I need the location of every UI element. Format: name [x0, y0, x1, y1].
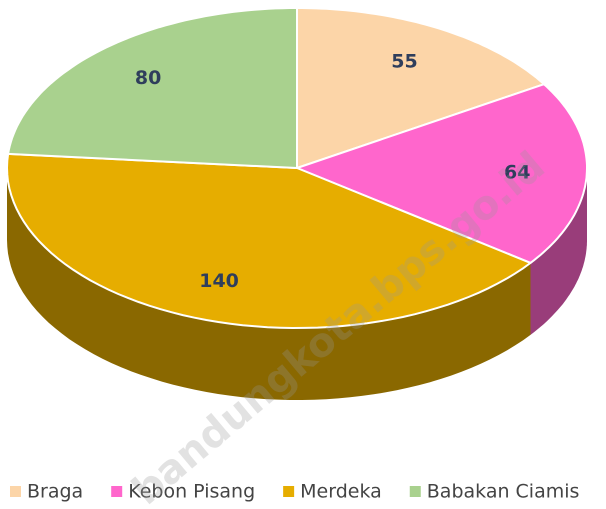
- legend-label: Merdeka: [300, 481, 382, 503]
- data-label: 80: [135, 67, 161, 89]
- slice-side: [530, 168, 587, 335]
- legend-swatch: [409, 486, 421, 497]
- data-label: 140: [199, 270, 239, 292]
- slice: [5, 152, 533, 330]
- slice: [294, 83, 588, 265]
- slice-side: [7, 168, 531, 400]
- legend-label: Kebon Pisang: [128, 481, 255, 503]
- data-label: 55: [391, 50, 417, 72]
- legend-label: Braga: [27, 481, 83, 503]
- legend-label: Babakan Ciamis: [427, 481, 580, 503]
- data-label: 64: [504, 162, 530, 184]
- legend-swatch: [283, 486, 295, 497]
- slice: [296, 7, 546, 170]
- legend-swatch: [10, 486, 21, 497]
- legend-swatch: [111, 486, 123, 497]
- slice: [6, 7, 298, 170]
